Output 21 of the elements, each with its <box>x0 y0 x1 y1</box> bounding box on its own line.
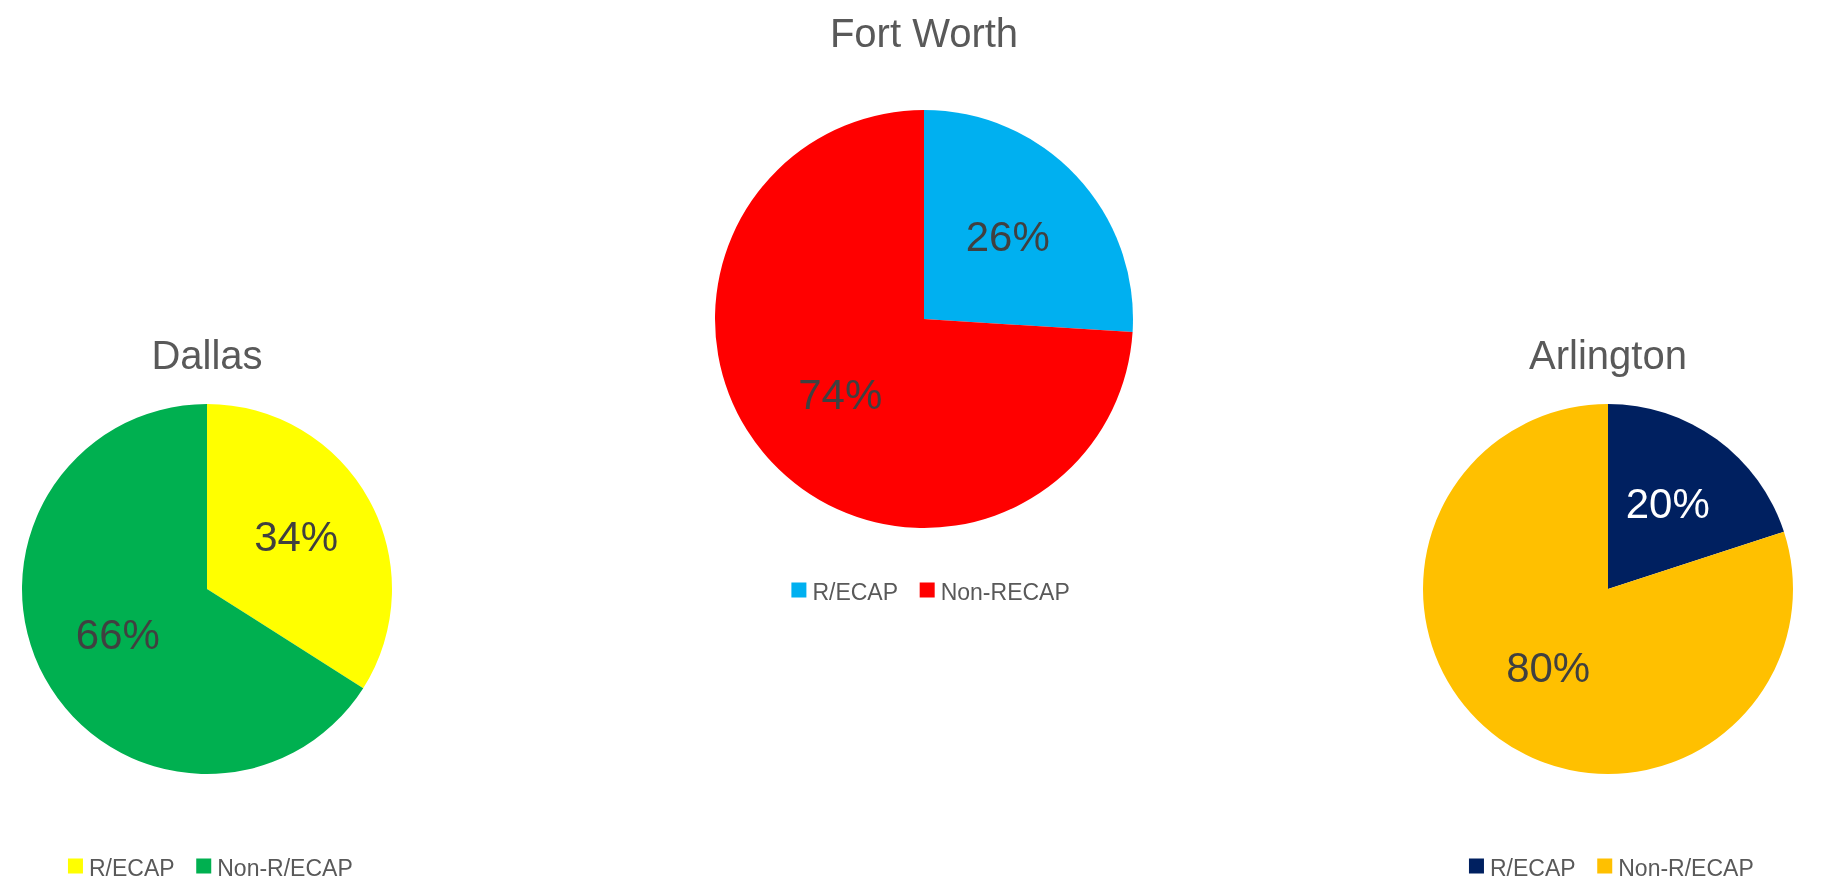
pie-slice <box>924 110 1133 333</box>
pie-slice <box>715 110 1133 528</box>
legend-label: Non-R/ECAP <box>217 855 353 880</box>
data-label: 20% <box>1625 479 1710 527</box>
data-label: 66% <box>75 611 160 659</box>
legend-label: R/ECAP <box>812 579 899 606</box>
pie-slice <box>207 404 392 689</box>
pie-slice <box>1423 404 1793 774</box>
chart-title: Dallas <box>151 332 263 377</box>
chart-title: Fort Worth <box>829 10 1019 55</box>
chart-title: Arlington <box>1529 332 1687 377</box>
pie-slice <box>1608 404 1784 589</box>
legend-label: R/ECAP <box>1489 855 1576 880</box>
data-label: 80% <box>1506 644 1591 692</box>
data-label: 26% <box>965 213 1050 261</box>
data-label: 34% <box>254 513 339 561</box>
legend-label: Non-RECAP <box>940 579 1070 606</box>
legend-label: R/ECAP <box>88 855 175 880</box>
legend-label: Non-R/ECAP <box>1618 855 1754 880</box>
pie-slice <box>22 404 364 774</box>
data-label: 74% <box>798 370 883 418</box>
